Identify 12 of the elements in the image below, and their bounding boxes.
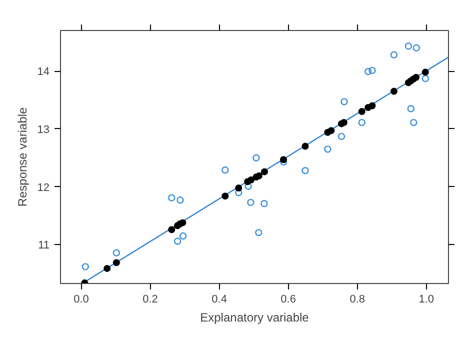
- x-tick-label: 1.0: [418, 294, 434, 306]
- y-axis-title: Response variable: [15, 106, 30, 207]
- x-tick-label: 0.0: [74, 294, 89, 306]
- x-axis-title: Explanatory variable: [200, 310, 310, 324]
- y-tick-label: 12: [37, 182, 50, 194]
- y-tick-label: 14: [37, 66, 50, 78]
- x-tick-label: 0.4: [212, 294, 227, 306]
- y-tick-label: 11: [38, 240, 50, 252]
- x-tick-label: 0.8: [350, 294, 366, 306]
- y-tick-label: 13: [37, 124, 50, 136]
- x-tick-label: 0.6: [280, 294, 296, 306]
- x-tick-label: 0.2: [142, 294, 158, 306]
